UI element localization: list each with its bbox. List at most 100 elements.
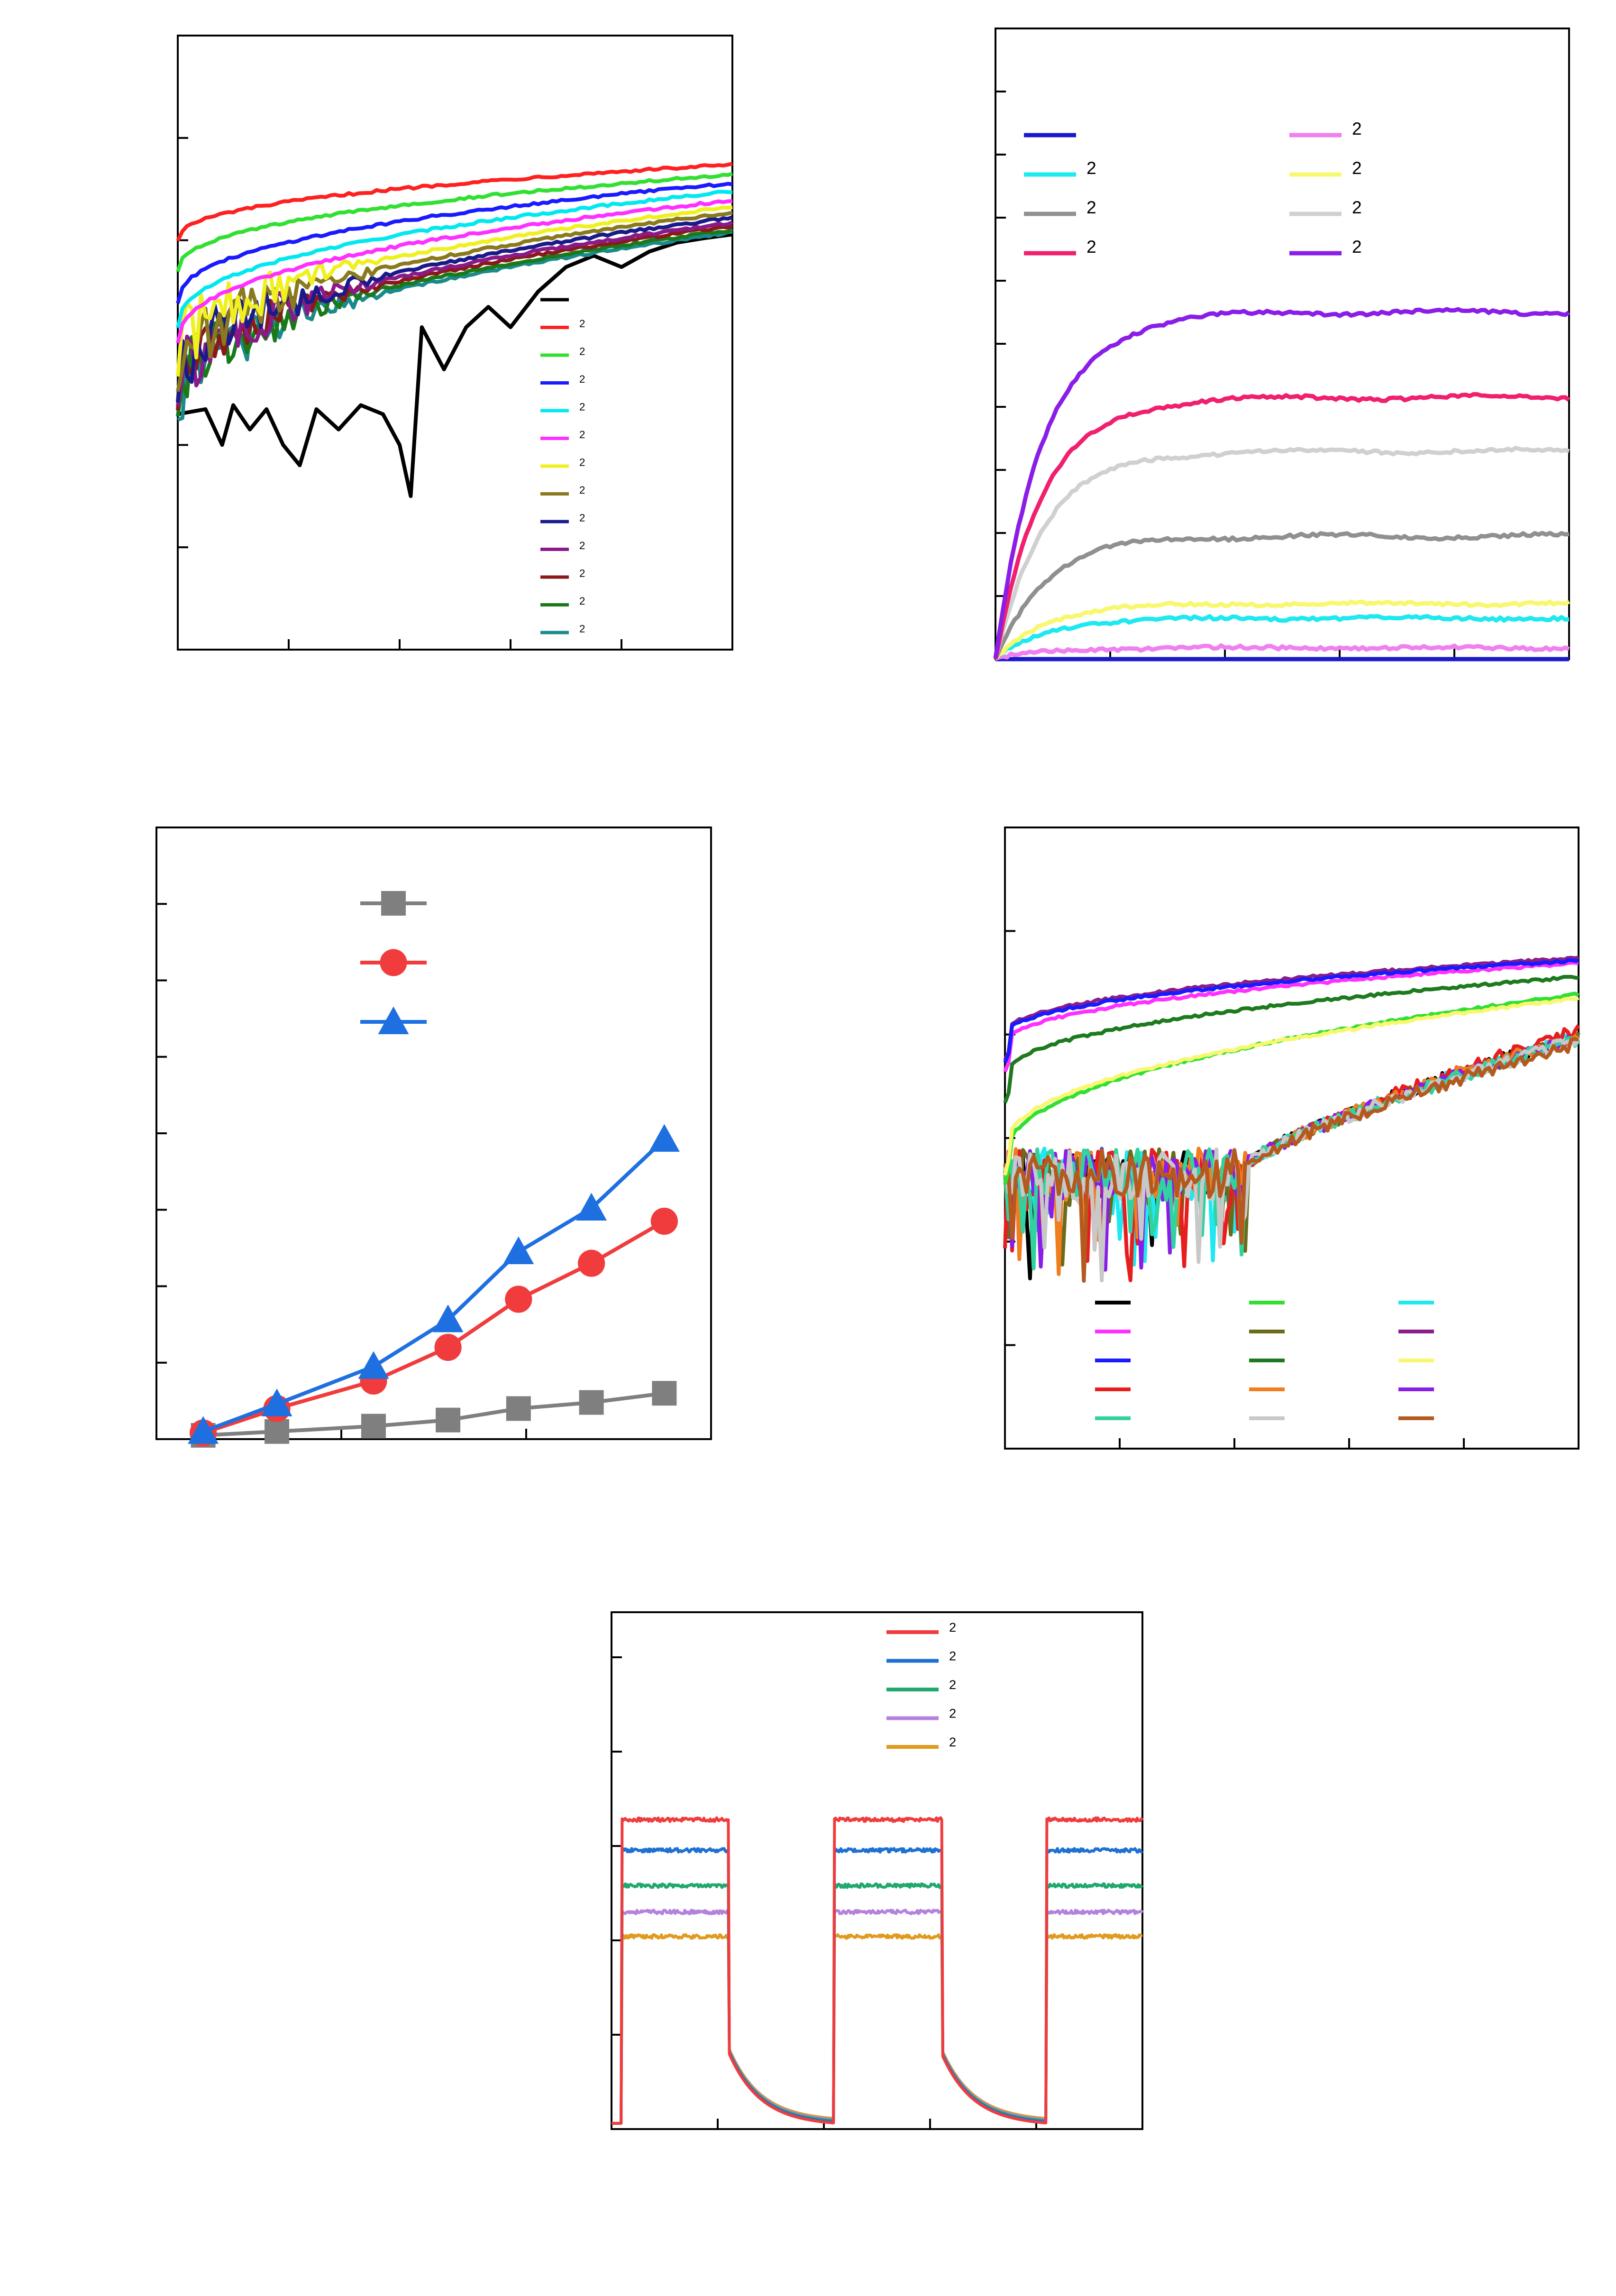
- legend-label-superscript: 2: [1086, 237, 1096, 257]
- data-point-triangle: [188, 1416, 219, 1444]
- series-line: [176, 190, 733, 329]
- data-point-triangle: [358, 1351, 389, 1379]
- series-line: [176, 162, 733, 242]
- legend-label: 2: [949, 1649, 956, 1663]
- series-line: [176, 199, 733, 344]
- legend-label: 2: [1352, 158, 1362, 178]
- chart-a: 2 2 2 2 2 2 2 2 2 2 2 2: [176, 35, 734, 651]
- legend-label: 2: [579, 595, 585, 607]
- chart-d: [1003, 827, 1580, 1450]
- legend-label-superscript: 2: [949, 1735, 956, 1749]
- legend-label: 2: [579, 373, 585, 385]
- legend-label: 2: [579, 401, 585, 413]
- plot-frame: [177, 35, 733, 651]
- legend-label: 2: [579, 567, 585, 579]
- legend-label-superscript: 2: [579, 484, 585, 496]
- series-line: [176, 223, 733, 411]
- legend-label: 2: [1352, 197, 1362, 217]
- series-line: [176, 182, 733, 304]
- data-point-triangle: [576, 1193, 607, 1221]
- legend-label-superscript: 2: [1352, 237, 1362, 257]
- data-point-circle: [505, 1286, 532, 1313]
- legend-label: 2: [949, 1620, 956, 1635]
- series-line: [611, 1847, 1143, 2125]
- legend-label-superscript: 2: [579, 345, 585, 357]
- legend-label-superscript: 2: [949, 1620, 956, 1635]
- series-line: [993, 392, 1570, 660]
- series-line: [993, 531, 1570, 660]
- legend-label-superscript: 2: [579, 456, 585, 468]
- data-point-square: [436, 1407, 461, 1433]
- legend-label-superscript: 2: [1352, 119, 1362, 138]
- series-line: [611, 1933, 1143, 2125]
- series-line: [611, 1909, 1144, 2125]
- legend-label: 2: [1352, 119, 1362, 138]
- legend-label: 2: [579, 623, 585, 634]
- legend-label-superscript: 2: [579, 540, 585, 551]
- data-point-circle: [650, 1207, 678, 1235]
- legend-label: 2: [579, 318, 585, 330]
- legend-label-superscript: 2: [579, 373, 585, 385]
- legend-label-superscript: 2: [1086, 158, 1096, 178]
- legend-label: 2: [949, 1706, 956, 1721]
- series-line: [994, 599, 1570, 661]
- legend-label-superscript: 2: [579, 567, 585, 579]
- legend-label: 2: [579, 484, 585, 496]
- legend-label-superscript: 2: [949, 1677, 956, 1692]
- legend-label: 2: [579, 429, 585, 441]
- series-line: [176, 205, 733, 377]
- data-point-square: [265, 1419, 290, 1444]
- legend-label: 2: [579, 456, 585, 468]
- series-line: [202, 1138, 666, 1433]
- data-point-square: [506, 1396, 531, 1421]
- chart-e: 2 2 2 2 2: [611, 1611, 1144, 2130]
- legend-label: 2: [949, 1677, 956, 1692]
- series-line: [176, 172, 733, 273]
- legend-label-superscript: 2: [1086, 197, 1096, 217]
- legend-label: 2: [1352, 237, 1362, 257]
- chart-b: 2 2 2 2 2 2 2: [993, 28, 1570, 661]
- chart-c: [155, 827, 712, 1448]
- data-point-triangle: [648, 1124, 680, 1152]
- legend-label: 2: [949, 1735, 956, 1749]
- legend-label-superscript: 2: [1352, 197, 1362, 217]
- legend-label-superscript: 2: [579, 429, 585, 441]
- data-point-triangle: [503, 1236, 534, 1264]
- legend-label-superscript: 2: [1352, 158, 1362, 178]
- series-line: [1003, 1037, 1579, 1283]
- legend-label-superscript: 2: [949, 1706, 956, 1721]
- data-point-square: [381, 891, 406, 916]
- legend-label: 2: [579, 512, 585, 523]
- series-line: [176, 211, 733, 392]
- series-line: [1003, 974, 1579, 1104]
- data-point-square: [579, 1390, 604, 1415]
- data-point-triangle: [261, 1388, 292, 1416]
- series-line: [994, 614, 1570, 661]
- data-point-square: [652, 1381, 677, 1406]
- series-line: [1003, 958, 1579, 1064]
- legend-label: 2: [1086, 197, 1096, 217]
- legend-label-superscript: 2: [579, 512, 585, 523]
- series-line: [993, 446, 1570, 660]
- legend-label-superscript: 2: [579, 595, 585, 607]
- series-line: [611, 1882, 1143, 2125]
- series-line: [1003, 996, 1579, 1176]
- legend-label-superscript: 2: [579, 318, 585, 330]
- data-point-triangle: [378, 1006, 409, 1034]
- plot-frame: [611, 1611, 1143, 2130]
- legend-label: 2: [1086, 237, 1096, 257]
- series-line: [177, 232, 733, 498]
- plot-frame: [155, 827, 712, 1440]
- data-point-circle: [380, 949, 407, 976]
- series-line: [176, 220, 733, 406]
- series-line: [993, 307, 1570, 659]
- data-point-circle: [434, 1333, 462, 1361]
- series-line: [176, 215, 733, 403]
- data-point-circle: [578, 1249, 605, 1277]
- legend-label: 2: [579, 540, 585, 551]
- data-point-square: [361, 1414, 386, 1439]
- legend-label-superscript: 2: [949, 1649, 956, 1663]
- legend-label-superscript: 2: [579, 623, 585, 634]
- legend-label: 2: [1086, 158, 1096, 178]
